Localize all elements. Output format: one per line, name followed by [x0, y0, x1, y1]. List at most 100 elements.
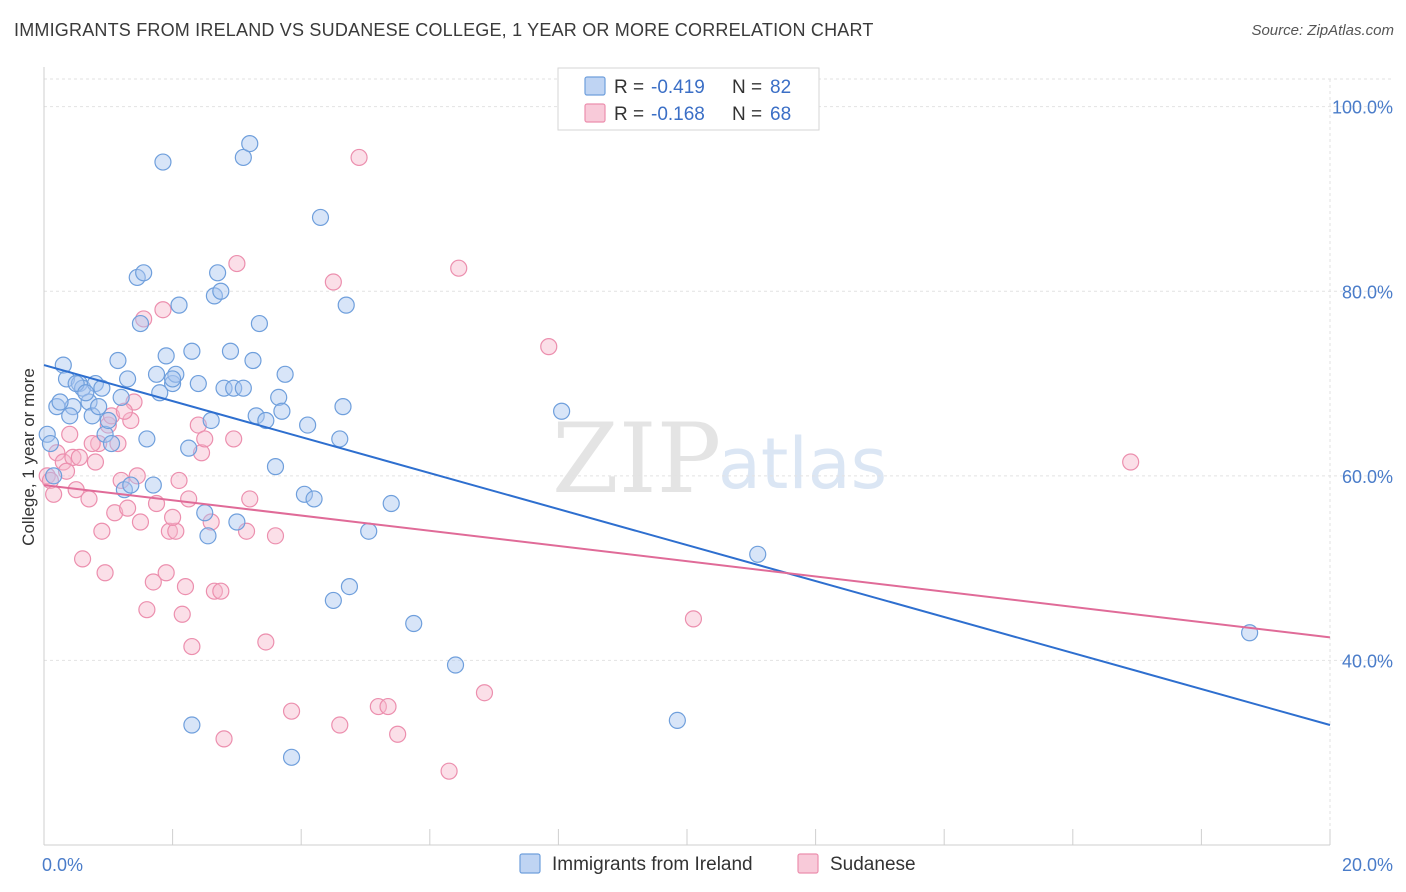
sudanese-point-37: [192, 444, 211, 462]
chart-title: IMMIGRANTS FROM IRELAND VS SUDANESE COLL…: [14, 20, 874, 40]
ireland-point-71: [749, 545, 767, 563]
ireland-point-55: [276, 365, 294, 383]
sudanese-trend-line: [43, 484, 1331, 639]
sudanese-point-41: [212, 582, 230, 600]
sudanese-point-15: [106, 504, 124, 522]
ireland-point-57: [299, 416, 317, 434]
ireland-point-25: [147, 365, 166, 383]
sudanese-point-38: [196, 430, 214, 448]
sudanese-point-51: [331, 716, 349, 734]
grid-lines: [44, 78, 1392, 845]
tick-labels: 40.0% 60.0% 80.0% 100.0% 0.0% 20.0%: [42, 98, 1393, 875]
ireland-point-32: [180, 439, 198, 457]
ireland-point-13: [93, 379, 111, 397]
ireland-point-41: [215, 379, 233, 397]
sudanese-point-58: [475, 684, 494, 702]
ireland-point-2: [45, 467, 63, 485]
ireland-point-27: [154, 153, 172, 171]
ireland-point-36: [199, 527, 217, 545]
ireland-point-60: [324, 591, 342, 610]
ireland-points: [38, 135, 1259, 766]
sudanese-point-8: [80, 490, 98, 508]
sudanese-point-56: [440, 762, 458, 780]
legend-top-r-value-ireland: -0.419: [651, 77, 705, 98]
sudanese-point-29: [160, 522, 178, 540]
ireland-trend-line: [43, 364, 1331, 726]
y-tick-label-2: 80.0%: [1342, 282, 1393, 302]
ireland-point-37: [202, 411, 220, 430]
ireland-point-50: [250, 314, 269, 333]
sudanese-point-16: [109, 434, 127, 453]
sudanese-point-61: [1122, 453, 1140, 471]
sudanese-point-4: [61, 425, 79, 443]
ireland-point-62: [334, 398, 352, 416]
y-tick-label-0: 40.0%: [1342, 651, 1393, 671]
x-tick-label-1: 20.0%: [1342, 855, 1393, 875]
sudanese-point-50: [324, 273, 342, 291]
legend-top-swatch-ireland: [584, 76, 606, 96]
sudanese-point-30: [167, 522, 185, 540]
ireland-point-65: [360, 522, 378, 540]
ireland-point-64: [340, 577, 359, 596]
axes: [43, 67, 1331, 846]
sudanese-point-22: [131, 513, 150, 531]
sudanese-point-59: [540, 338, 558, 356]
sudanese-point-23: [135, 310, 153, 328]
sudanese-point-46: [241, 490, 259, 508]
sudanese-point-62: [45, 485, 63, 503]
ireland-point-80: [99, 411, 117, 430]
sudanese-point-17: [112, 471, 130, 490]
sudanese-point-3: [54, 453, 72, 471]
sudanese-point-65: [115, 402, 133, 420]
legend-top-swatch-sudanese: [584, 103, 606, 123]
ireland-point-48: [244, 351, 262, 370]
sudanese-point-5: [64, 448, 82, 466]
sudanese-point-40: [205, 582, 223, 600]
sudanese-point-24: [138, 601, 156, 619]
ireland-point-15: [102, 434, 121, 453]
sudanese-point-9: [86, 453, 105, 471]
sudanese-point-7: [73, 550, 92, 568]
sudanese-point-31: [170, 471, 188, 490]
legend-bottom-label-ireland: Immigrants from Ireland: [552, 854, 753, 875]
sudanese-point-34: [180, 490, 198, 508]
sudanese-point-28: [157, 564, 175, 582]
watermark-atlas: atlas: [718, 423, 887, 505]
legend-top: R = -0.419 N = 82 R = -0.168 N = 68: [557, 67, 820, 131]
sudanese-point-49: [282, 702, 301, 720]
legend-top-r-value-sudanese: -0.168: [651, 104, 705, 125]
legend-bottom-swatch-sudanese: [797, 853, 819, 874]
ireland-point-9: [80, 393, 98, 411]
ireland-point-30: [167, 365, 185, 383]
ireland-point-29: [164, 374, 182, 393]
ireland-point-12: [90, 398, 108, 416]
legend-top-n-value-ireland: 82: [770, 77, 791, 98]
ireland-point-75: [164, 370, 182, 388]
ireland-point-46: [234, 148, 252, 167]
trend-lines: [43, 364, 1331, 726]
legend-top-n-value-sudanese: 68: [770, 104, 791, 125]
sudanese-point-33: [176, 577, 195, 596]
ireland-point-78: [77, 384, 95, 402]
sudanese-point-60: [684, 610, 703, 628]
watermark: ZIP atlas: [552, 403, 887, 515]
ireland-point-66: [382, 494, 400, 513]
ireland-point-1: [41, 434, 60, 453]
sudanese-point-25: [144, 573, 162, 591]
ireland-point-21: [131, 314, 150, 333]
ireland-point-35: [196, 504, 214, 522]
sudanese-point-64: [83, 434, 101, 453]
ireland-point-79: [51, 393, 69, 411]
sudanese-point-66: [164, 508, 182, 526]
sudanese-point-39: [202, 513, 220, 531]
sudanese-point-21: [128, 467, 146, 485]
ireland-point-17: [112, 388, 130, 406]
ireland-point-69: [553, 402, 571, 420]
ireland-point-61: [331, 430, 349, 448]
ireland-point-34: [189, 374, 207, 393]
sudanese-point-42: [215, 730, 233, 748]
sudanese-point-54: [379, 697, 397, 716]
sudanese-point-12: [96, 564, 114, 582]
ireland-point-39: [209, 264, 227, 282]
ireland-point-14: [96, 425, 114, 443]
